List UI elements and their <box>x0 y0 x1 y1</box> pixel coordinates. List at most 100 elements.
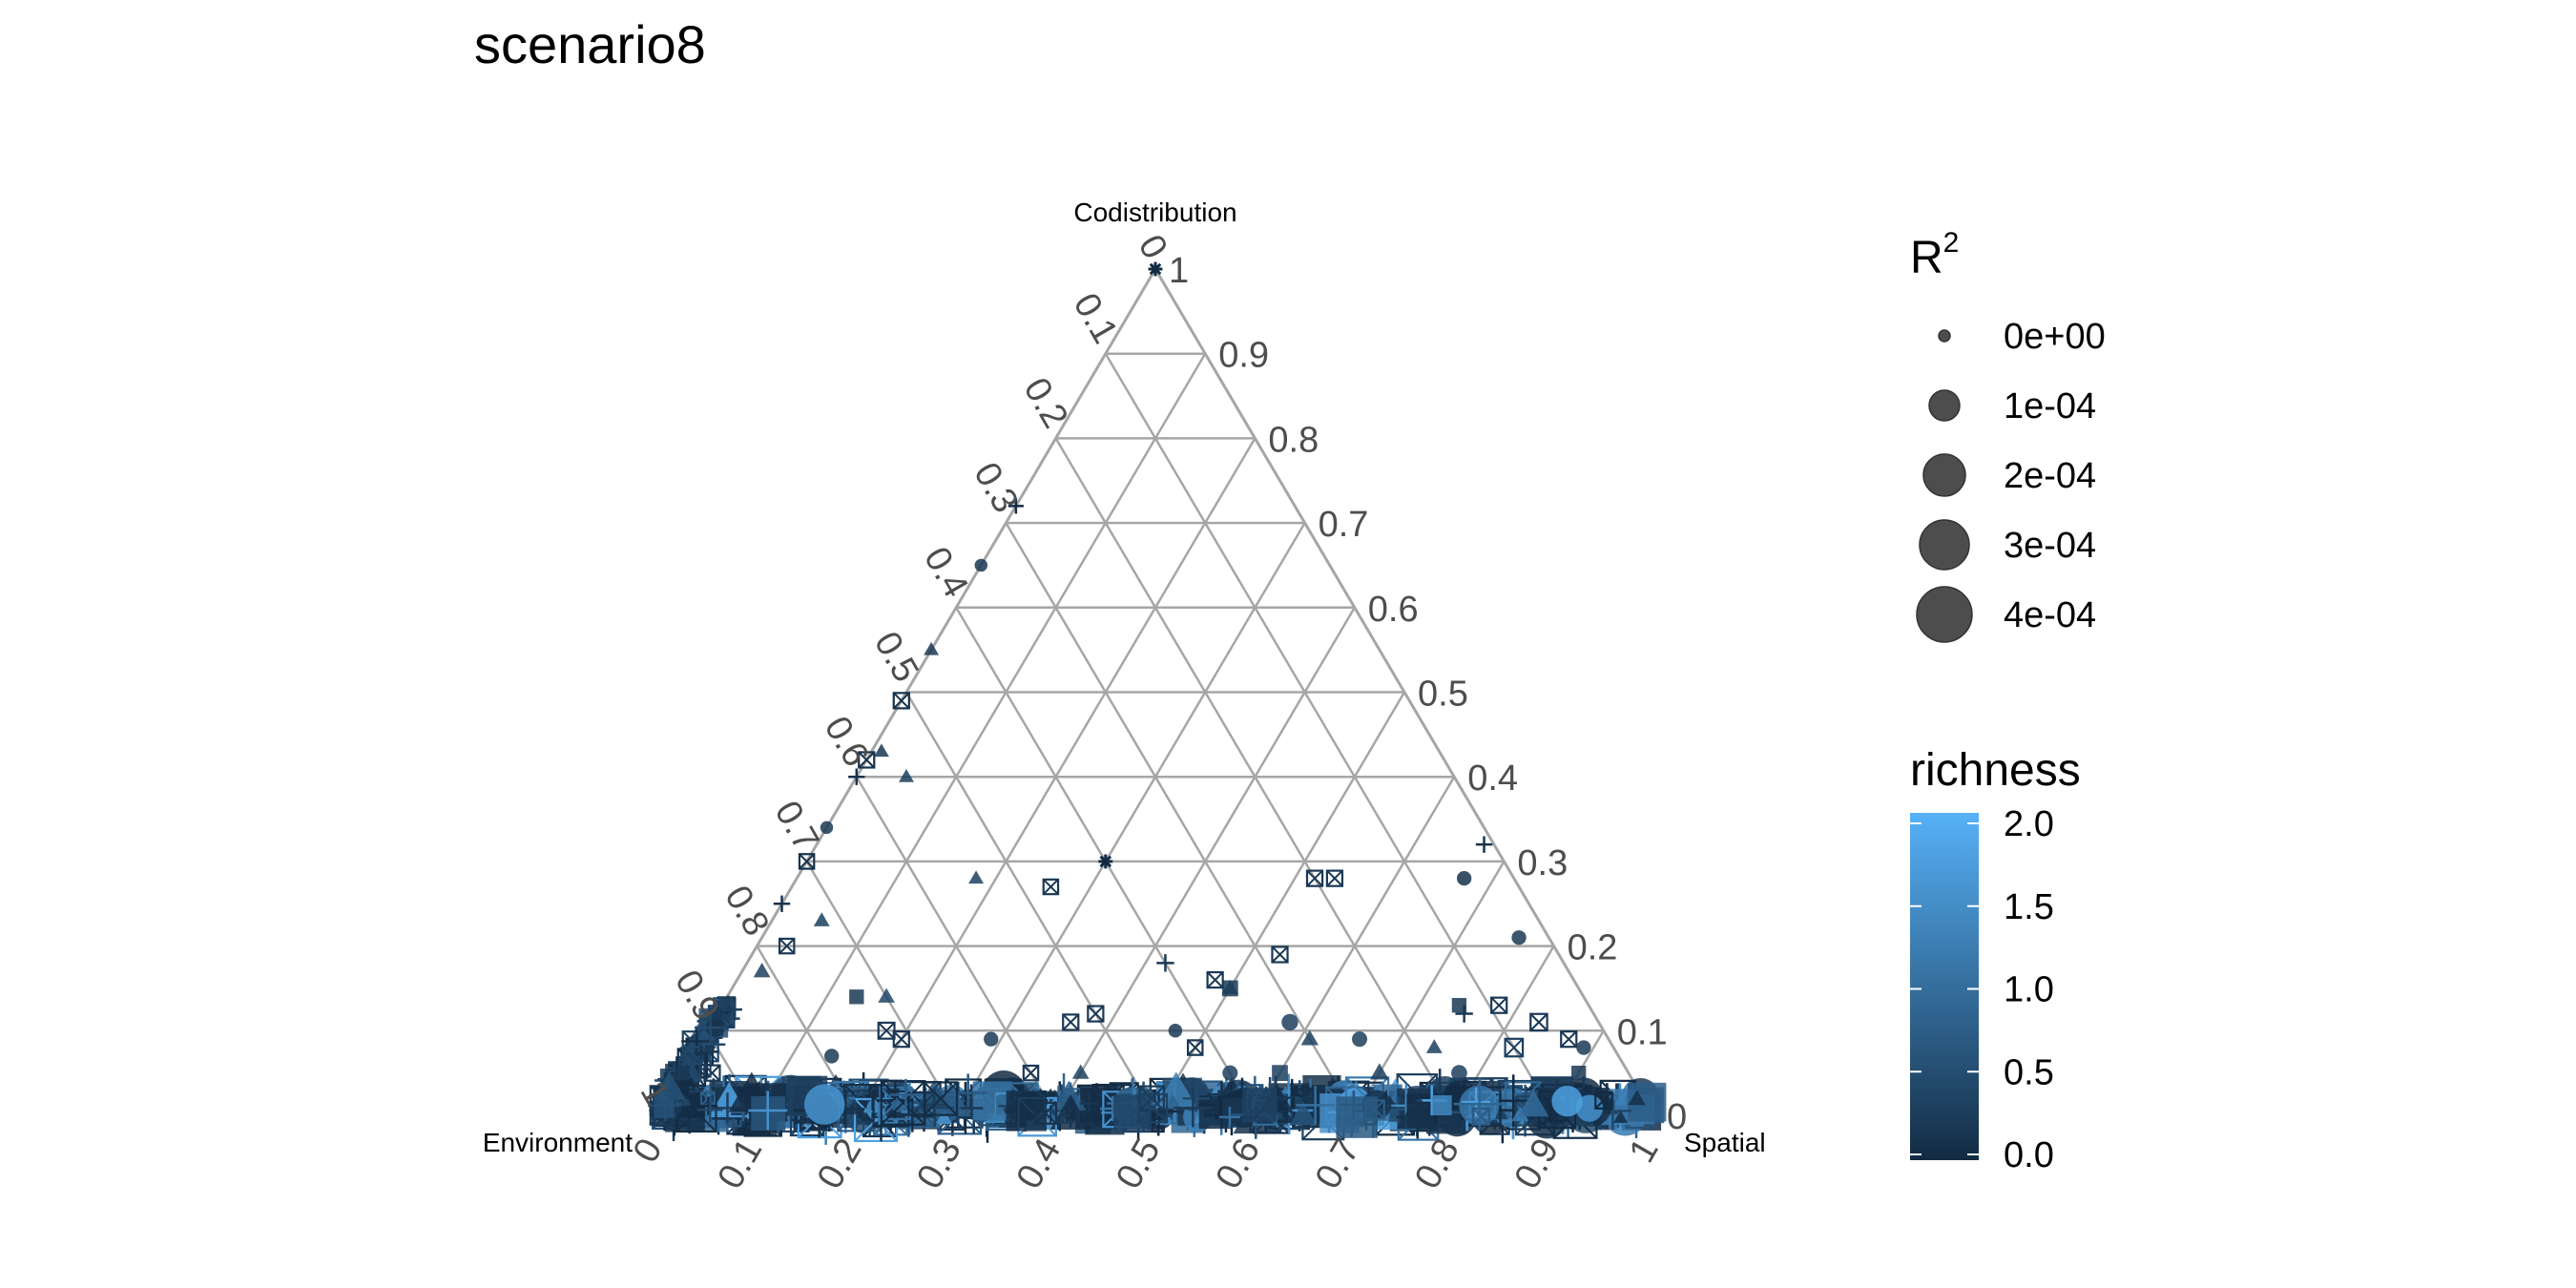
point-box <box>877 1021 896 1040</box>
legend-r2-label: 2e-04 <box>2004 456 2096 496</box>
data-point <box>1325 869 1344 887</box>
band-point <box>889 1078 922 1111</box>
point-box <box>1206 970 1224 989</box>
point-square <box>675 1065 690 1081</box>
point-triangle <box>1164 1093 1182 1110</box>
point-circle <box>1451 1065 1467 1082</box>
grid-line-environment <box>1104 353 1555 1116</box>
point-circle <box>891 1099 904 1112</box>
point-triangle <box>968 870 985 884</box>
tick-label-environment: 0.8 <box>717 879 777 943</box>
tick-label-environment: 0.5 <box>866 625 926 689</box>
point-triangle <box>844 1098 864 1115</box>
point-box-diag <box>1326 869 1343 887</box>
point-box <box>1186 1039 1204 1056</box>
grid-line-environment <box>855 776 1057 1116</box>
data-point <box>1560 1030 1578 1049</box>
data-point <box>813 912 830 926</box>
point-triangle <box>1221 979 1239 995</box>
band-point <box>1397 1092 1439 1130</box>
point-box <box>1504 1037 1525 1058</box>
point-box <box>1042 878 1060 896</box>
data-point <box>1456 870 1472 886</box>
data-points <box>675 261 1591 1082</box>
point-square <box>1272 1065 1288 1082</box>
point-asterisk-stroke <box>1099 855 1112 868</box>
point-box <box>1033 1101 1058 1125</box>
legend-richness-colorbar <box>1910 813 1979 1160</box>
band-point <box>1551 1086 1583 1117</box>
point-box-diag <box>1138 1085 1165 1111</box>
legend-r2-key <box>1919 519 1970 571</box>
data-point <box>1425 1039 1443 1053</box>
legend-richness-label: 2.0 <box>2004 804 2054 844</box>
grid-line-environment <box>1005 522 1356 1116</box>
point-box-diag <box>1306 869 1323 887</box>
point-square <box>1451 998 1467 1013</box>
point-box-diag <box>1087 1005 1105 1023</box>
point-circle <box>984 1031 999 1047</box>
tick-label-environment: 0.2 <box>1015 371 1075 435</box>
point-box <box>1529 1012 1548 1032</box>
point-square <box>1431 1095 1452 1116</box>
data-point <box>1571 1065 1587 1081</box>
data-point <box>984 1031 999 1047</box>
point-box <box>1305 869 1324 887</box>
data-point <box>1351 1031 1368 1048</box>
point-box <box>1560 1030 1578 1049</box>
point-triangle <box>813 912 830 926</box>
chart-title: scenario8 <box>474 14 706 74</box>
data-point <box>1300 1029 1319 1046</box>
data-point <box>1221 979 1239 995</box>
legend-richness-title: richness <box>1910 745 2081 796</box>
point-triangle <box>1370 1063 1389 1080</box>
axis-label-codistribution: Codistribution <box>1073 197 1236 227</box>
band-point <box>1612 1110 1629 1123</box>
band-point <box>1336 1096 1378 1138</box>
point-circle <box>1351 1031 1368 1048</box>
data-point <box>1186 1039 1204 1056</box>
point-triangle <box>1517 1090 1549 1117</box>
tick-label-spatial: 0.1 <box>710 1132 770 1196</box>
band-point <box>960 1096 984 1120</box>
band-point <box>1296 1085 1335 1125</box>
point-triangle <box>1397 1092 1439 1130</box>
band-point <box>1218 1106 1241 1129</box>
tick-label-codistribution: 0.4 <box>1467 758 1518 799</box>
band-point <box>1049 1093 1091 1131</box>
tick-label-codistribution: 0 <box>1667 1097 1687 1137</box>
point-circle <box>1222 1065 1238 1081</box>
point-circle <box>820 821 834 835</box>
data-point <box>1008 498 1024 514</box>
grid-line-environment <box>805 861 958 1116</box>
tick-label-environment: 0.7 <box>766 795 826 859</box>
data-point <box>1451 1065 1467 1082</box>
data-point <box>703 1064 721 1082</box>
data-point <box>1206 970 1224 989</box>
ternary-grid <box>706 352 1605 1116</box>
tick-label-codistribution: 0.2 <box>1568 928 1618 968</box>
data-point <box>675 1065 690 1081</box>
point-box <box>1062 1013 1080 1031</box>
point-circle <box>804 1084 845 1125</box>
data-point <box>1271 945 1289 964</box>
band-point <box>1517 1090 1549 1117</box>
point-triangle <box>753 963 771 978</box>
legend-r2: R2 0e+00 1e-04 2e-04 3e-04 4e-04 <box>1910 227 2106 643</box>
band-point <box>698 1096 718 1115</box>
data-point <box>974 558 988 572</box>
tick-label-spatial: 0.8 <box>1407 1132 1467 1196</box>
point-circle <box>974 558 988 572</box>
point-box-diag <box>1490 996 1507 1014</box>
data-point <box>924 641 940 655</box>
band-point <box>1006 1091 1047 1132</box>
band-point <box>891 1099 904 1112</box>
point-box-diag <box>1472 1108 1490 1126</box>
point-box <box>1325 869 1344 887</box>
grid-line-spatial <box>1254 776 1456 1116</box>
band-point <box>1079 1093 1099 1113</box>
point-box <box>1022 1064 1040 1082</box>
legend-r2-title-base: R <box>1910 233 1943 283</box>
band-point <box>1472 1107 1491 1126</box>
data-point <box>1071 1064 1090 1079</box>
